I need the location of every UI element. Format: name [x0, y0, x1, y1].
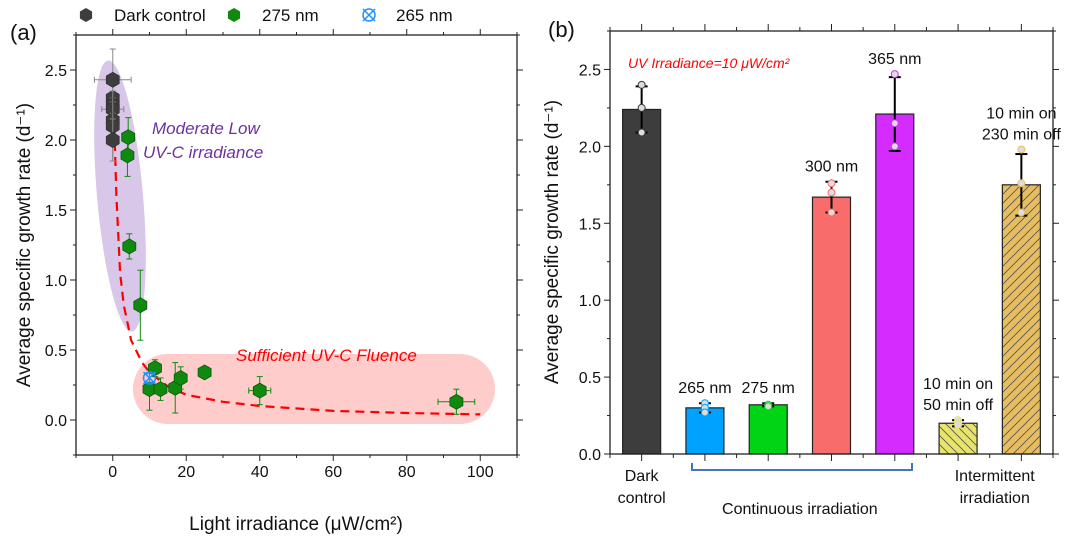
x-tick-label: 40: [251, 464, 269, 481]
panel-b-y-axis-label: Average specific growth rate (d⁻¹): [542, 100, 563, 384]
bar-group: [622, 80, 662, 455]
replicate-point: [764, 402, 773, 411]
bar-label: 365 nm: [868, 51, 921, 68]
replicate-point: [954, 420, 963, 429]
replicate-point: [637, 80, 646, 89]
y-tick-label: 1.0: [45, 273, 67, 290]
x-tick-label: 80: [398, 464, 416, 481]
data-point: [105, 132, 120, 148]
series-265-nm: [142, 371, 157, 385]
data-point: [197, 364, 212, 381]
data-point: [252, 382, 267, 399]
legend: Dark control 275 nm 265 nm: [79, 6, 453, 25]
legend-label: 265 nm: [396, 6, 453, 25]
bar-label: 230 min off: [982, 126, 1061, 143]
y-tick-label: 1.0: [579, 293, 601, 310]
replicate-point: [637, 128, 646, 137]
y-tick-label: 1.5: [579, 216, 601, 233]
legend-marker-cross: [362, 8, 376, 22]
continuous-irradiation-brace: [691, 463, 913, 471]
legend-marker: [79, 8, 93, 22]
annotation-sufficient-fluence: Sufficient UV-C Fluence: [236, 346, 417, 365]
bar-label: 10 min on: [986, 105, 1056, 122]
y-tick-label: 1.5: [45, 203, 67, 220]
fit-curve: [112, 111, 481, 416]
legend-label: 275 nm: [262, 6, 319, 25]
panel-a-x-axis-label: Light irradiance (μW/cm²): [189, 514, 403, 535]
bar-label: 275 nm: [742, 380, 795, 397]
group-label: control: [618, 490, 666, 507]
y-tick-label: 2.5: [45, 63, 67, 80]
bar-label: 265 nm: [678, 380, 731, 397]
y-tick-label: 0.0: [45, 413, 67, 430]
data-point: [153, 381, 168, 398]
legend-marker: [362, 8, 376, 22]
replicate-point: [1017, 208, 1026, 217]
y-tick-label: 2.0: [579, 139, 601, 156]
series-275-nm: [120, 117, 476, 415]
bar-group: 300 nm: [805, 159, 858, 455]
replicate-point: [890, 119, 899, 128]
replicate-point: [890, 70, 899, 79]
panel-b-label: (b): [548, 17, 575, 42]
y-tick-label: 0.5: [579, 370, 601, 387]
bar-group: 275 nm: [742, 380, 795, 455]
replicate-point: [827, 208, 836, 217]
moderate-irradiance-region: [94, 60, 146, 332]
data-point-cross: [142, 371, 157, 385]
data-point: [133, 297, 148, 314]
x-tick-label: 60: [324, 464, 342, 481]
bar: [748, 404, 788, 455]
bar-group: 365 nm: [868, 51, 921, 455]
data-point: [105, 71, 120, 88]
group-label: Intermittent: [955, 468, 1036, 485]
replicate-point: [700, 408, 709, 417]
bar-group: 10 min on 230 min off: [982, 105, 1061, 455]
panel-a-y-axis-label: Average specific growth rate (d⁻¹): [14, 103, 35, 387]
legend-label: Dark control: [114, 6, 206, 25]
data-point: [449, 393, 464, 410]
annotation-uv-irradiance: UV Irradiance=10 μW/cm²: [628, 55, 791, 71]
sufficient-fluence-region: [133, 354, 495, 424]
data-point: [121, 129, 136, 146]
data-point: [142, 371, 157, 385]
group-label: Dark: [625, 468, 660, 485]
bar: [622, 108, 662, 455]
bar-label: 300 nm: [805, 159, 858, 176]
panel-a-label: (a): [10, 20, 37, 45]
x-tick-label: 20: [177, 464, 195, 481]
bar-label: 50 min off: [923, 397, 994, 414]
annotation-uvc-irradiance: UV-C irradiance: [143, 143, 263, 162]
series-dark-control: [93, 48, 132, 162]
replicate-point: [1017, 179, 1026, 188]
bar-group: 10 min on 50 min off: [923, 376, 994, 455]
replicate-point: [827, 188, 836, 197]
bar: [811, 196, 852, 455]
bar: [1001, 184, 1041, 455]
panel-a-scatter: (a) 0 20 40 60 80 100 0.0 0.5 1.0 1.5 2.0 2.5 Moder…: [10, 6, 523, 535]
data-point: [120, 147, 135, 164]
y-tick-label: 2.0: [45, 133, 67, 150]
x-tick-label: 100: [467, 464, 494, 481]
replicate-point: [637, 103, 646, 112]
panel-b-bar: (b) 265 nm 275 nm 300 nm 365 nm 10 min on 50 …: [542, 17, 1061, 518]
bar-label: 10 min on: [923, 376, 993, 393]
y-tick-label: 0.5: [45, 343, 67, 360]
group-label: irradiation: [960, 490, 1030, 507]
replicate-point: [827, 179, 836, 188]
legend-marker: [227, 8, 241, 22]
y-tick-label: 0.0: [579, 447, 601, 464]
bar-group: 265 nm: [678, 380, 732, 455]
data-point: [173, 370, 188, 386]
data-point: [122, 238, 137, 255]
bar: [875, 113, 915, 455]
annotation-moderate-low: Moderate Low: [152, 119, 261, 138]
replicate-point: [1017, 145, 1026, 154]
y-tick-label: 2.5: [579, 62, 601, 79]
x-tick-label: 0: [108, 464, 117, 481]
replicate-point: [890, 142, 899, 151]
group-label: Continuous irradiation: [722, 501, 878, 518]
